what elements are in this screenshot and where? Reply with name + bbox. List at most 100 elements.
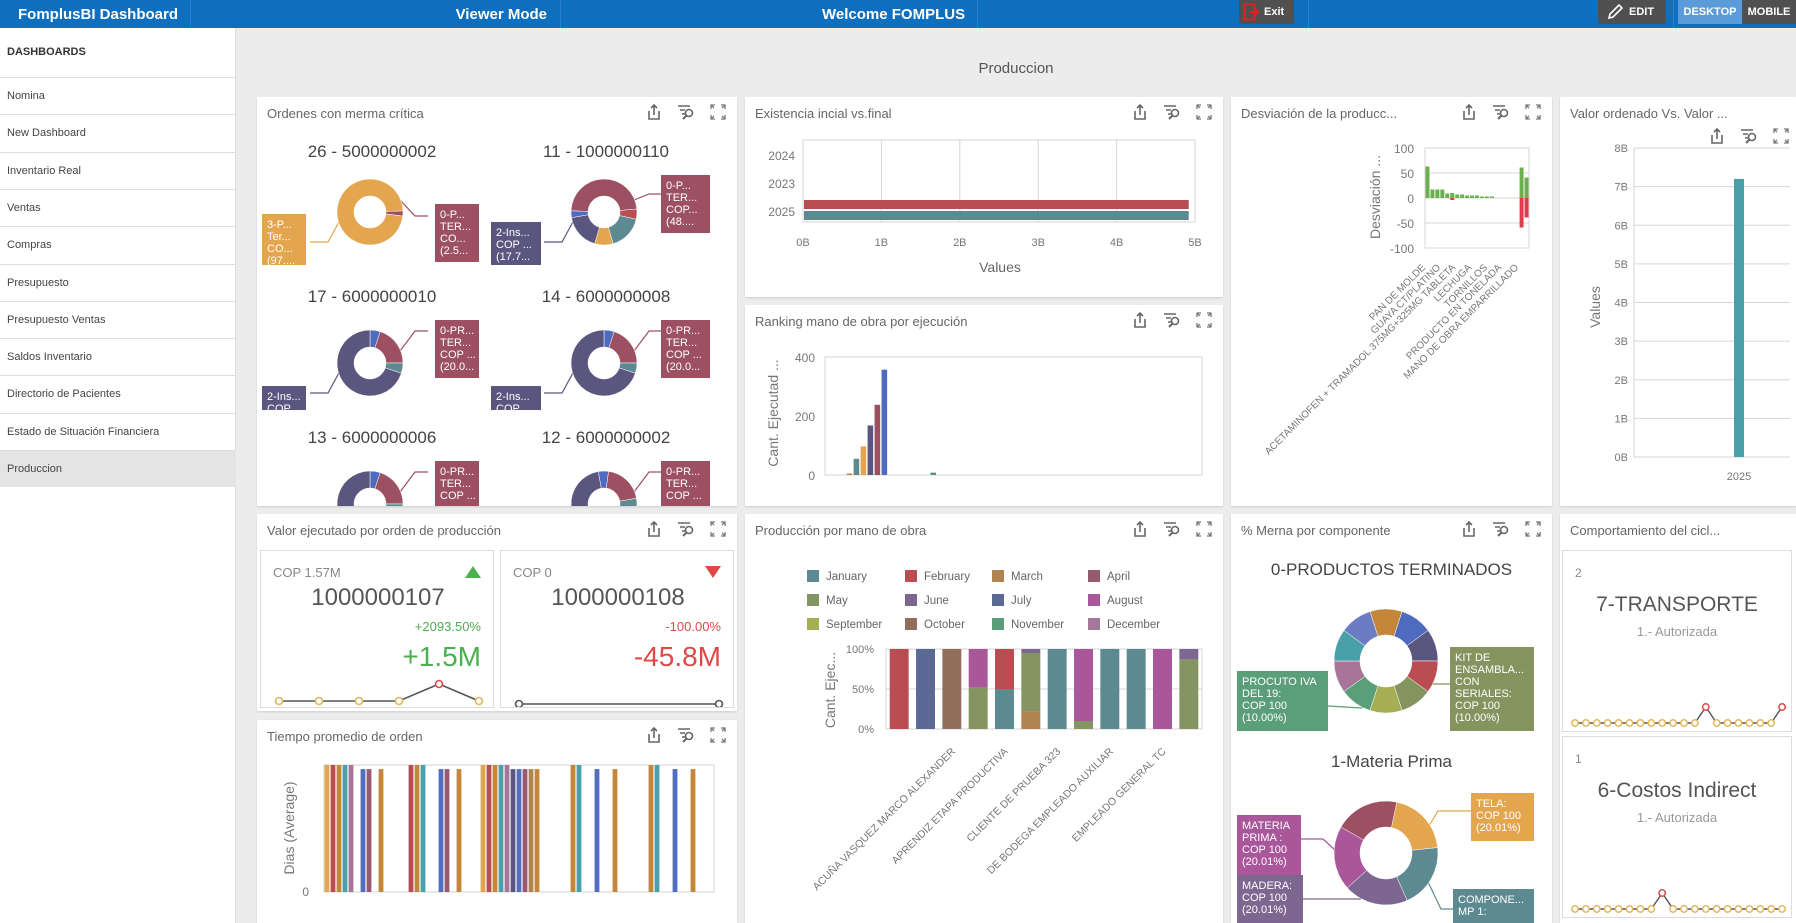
legend-item[interactable]: January (807, 570, 867, 583)
bar (348, 765, 354, 892)
edit-button[interactable]: EDIT (1598, 0, 1666, 24)
legend-item[interactable]: November (992, 618, 1064, 631)
legend-item[interactable]: February (905, 570, 970, 583)
export-icon[interactable] (1131, 520, 1149, 538)
donut-segment (605, 471, 637, 502)
panel-title: % Merna por componente (1241, 523, 1391, 538)
sidebar-item[interactable]: Inventario Real (0, 151, 236, 189)
sidebar-item[interactable]: Presupuesto Ventas (0, 300, 236, 338)
bar (1450, 198, 1455, 200)
expand-icon[interactable] (1195, 311, 1213, 329)
cycle-status: 1.- Autorizada (1636, 810, 1718, 825)
y-axis-title: Values (1587, 286, 1603, 328)
sidebar-item[interactable]: Directorio de Pacientes (0, 375, 236, 412)
sparkline-point (1647, 719, 1656, 727)
bar (444, 769, 450, 892)
sidebar-item[interactable]: Ventas (0, 188, 236, 226)
sparkline-point (1592, 719, 1601, 727)
sidebar-item-label: Directorio de Pacientes (7, 388, 121, 401)
expand-icon[interactable] (709, 726, 727, 744)
page-title: Produccion (978, 60, 1054, 77)
legend-item[interactable]: July (992, 594, 1032, 607)
legend-item[interactable]: December (1088, 618, 1160, 631)
filter-search-icon[interactable] (677, 520, 695, 538)
sidebar-item-label: Presupuesto (7, 276, 69, 289)
legend-item[interactable]: June (905, 594, 949, 607)
filter-search-icon[interactable] (677, 103, 695, 121)
legend-item[interactable]: October (905, 618, 965, 631)
exit-icon (1243, 3, 1259, 21)
legend-label: October (924, 619, 965, 631)
mobile-label: MOBILE (1747, 6, 1791, 18)
order-donut-chart: 13 - 6000000006 0-PR... TER... COP ... (257, 423, 497, 506)
export-icon[interactable] (1460, 103, 1478, 121)
sidebar-item[interactable]: Estado de Situación Financiera (0, 412, 236, 450)
filter-search-icon[interactable] (1163, 311, 1181, 329)
comportamiento-ciclo-panel: Comportamiento del cicl... 2 7-TRANSPORTE… (1560, 514, 1796, 923)
bar (1465, 195, 1470, 198)
app-title: FomplusBI Dashboard (18, 6, 179, 23)
sidebar-item[interactable]: Compras (0, 226, 236, 263)
callout-label: KIT DE ENSAMBLA... CON SERIALES: COP 100 (10.… (1450, 647, 1534, 731)
kpi-card[interactable]: COP 0 1000000108 -100.00% -45.8M (500, 550, 734, 708)
expand-icon[interactable] (1195, 103, 1213, 121)
legend-item[interactable]: August (1088, 594, 1144, 607)
export-icon[interactable] (645, 726, 663, 744)
callout-line: COP ... (666, 490, 702, 502)
legend-swatch (992, 594, 1004, 606)
kpi-target: COP 1.57M (273, 565, 341, 580)
export-icon[interactable] (1131, 103, 1149, 121)
exit-button[interactable]: Exit (1239, 0, 1294, 24)
legend-label: March (1011, 571, 1043, 583)
cycle-card[interactable]: 1 6-Costos Indirect 1.- Autorizada (1562, 736, 1792, 918)
expand-icon[interactable] (1772, 127, 1790, 145)
callout-line: 3-P... (267, 219, 292, 231)
mobile-view-button[interactable]: MOBILE (1742, 0, 1796, 24)
legend-item[interactable]: September (807, 618, 882, 631)
expand-icon[interactable] (1524, 520, 1542, 538)
leader-line (399, 471, 428, 493)
legend-item[interactable]: April (1088, 570, 1130, 583)
y-tick-label: 0 (302, 885, 309, 899)
sidebar-item[interactable]: Nomina (0, 77, 236, 114)
filter-search-icon[interactable] (677, 726, 695, 744)
sparkline-point (1756, 719, 1765, 727)
bar (456, 769, 462, 892)
sparkline-point (1680, 719, 1688, 727)
filter-search-icon[interactable] (1163, 103, 1181, 121)
filter-search-icon[interactable] (1492, 103, 1510, 121)
cycle-card[interactable]: 2 7-TRANSPORTE 1.- Autorizada (1562, 550, 1792, 732)
stacked-bar-segment (1047, 649, 1067, 729)
bar (576, 765, 582, 892)
filter-search-icon[interactable] (1492, 520, 1510, 538)
export-icon[interactable] (645, 103, 663, 121)
sidebar-item[interactable]: Saldos Inventario (0, 338, 236, 375)
desktop-view-button[interactable]: DESKTOP (1678, 0, 1742, 24)
export-icon[interactable] (1708, 127, 1726, 145)
legend-item[interactable]: March (992, 570, 1043, 583)
order-donut-chart: 11 - 1000000110 2-Ins... COP ... (17.7... 0-… (491, 137, 731, 265)
callout-line: COP 100 (1242, 892, 1288, 904)
expand-icon[interactable] (709, 103, 727, 121)
sparkline (514, 699, 724, 707)
bar (486, 765, 492, 892)
expand-icon[interactable] (1195, 520, 1213, 538)
expand-icon[interactable] (709, 520, 727, 538)
sidebar-item[interactable]: Produccion (0, 450, 236, 487)
bar (853, 458, 860, 475)
legend-item[interactable]: May (807, 594, 848, 607)
bar (654, 765, 660, 892)
sidebar-item[interactable]: Presupuesto (0, 263, 236, 301)
export-icon[interactable] (1131, 311, 1149, 329)
expand-icon[interactable] (1524, 103, 1542, 121)
filter-search-icon[interactable] (1163, 520, 1181, 538)
sidebar-item[interactable]: New Dashboard (0, 114, 236, 151)
export-icon[interactable] (1460, 520, 1478, 538)
sparkline-point (514, 699, 524, 707)
export-icon[interactable] (645, 520, 663, 538)
kpi-order-number: 1000000107 (311, 584, 445, 611)
kpi-card[interactable]: COP 1.57M 1000000107 +2093.50% +1.5M (260, 550, 494, 708)
callout-line: MATERIA (1242, 820, 1291, 832)
filter-search-icon[interactable] (1740, 127, 1758, 145)
legend-label: September (826, 619, 882, 631)
